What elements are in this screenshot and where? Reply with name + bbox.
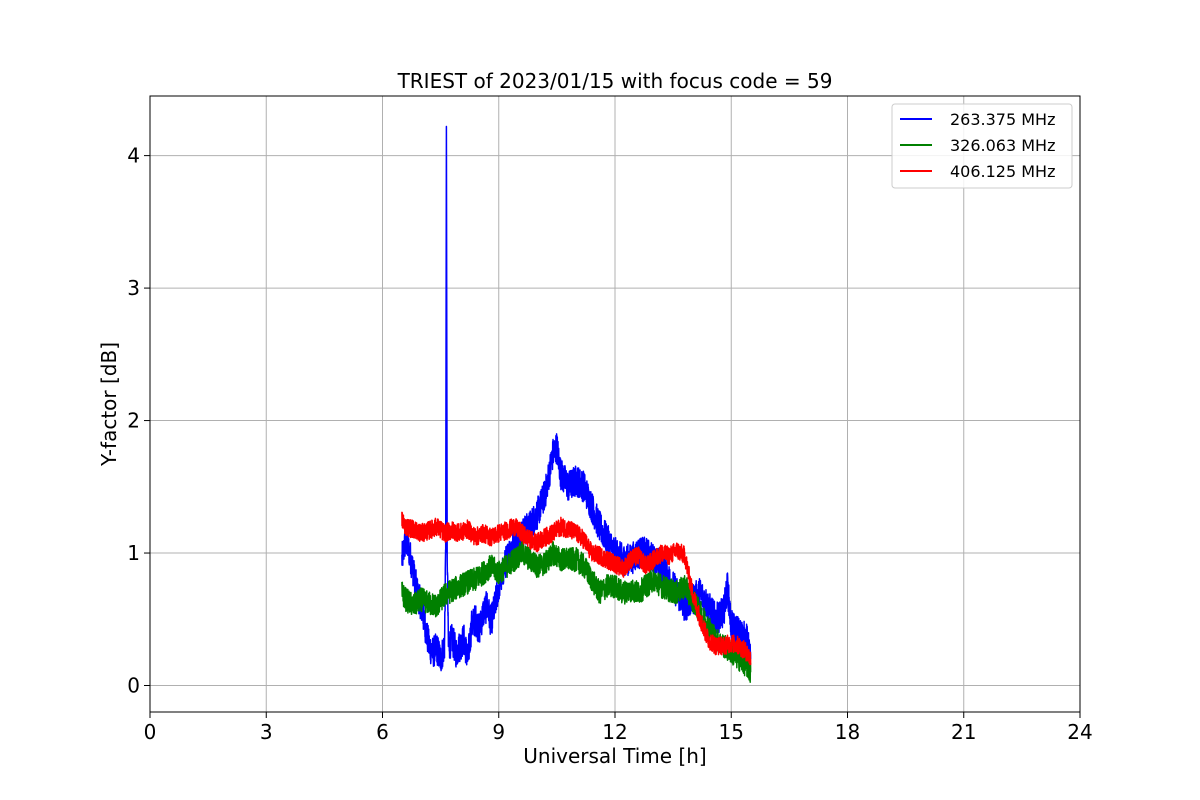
y-tick-label-4: 4 [127, 144, 140, 168]
x-axis-label: Universal Time [h] [523, 744, 706, 768]
x-tick-label-8: 24 [1067, 720, 1092, 744]
y-tick-label-0: 0 [127, 674, 140, 698]
x-tick-label-4: 12 [602, 720, 627, 744]
y-tick-label-2: 2 [127, 409, 140, 433]
x-tick-label-2: 6 [376, 720, 389, 744]
y-tick-label-1: 1 [127, 541, 140, 565]
legend: 263.375 MHz 326.063 MHz 406.125 MHz [891, 103, 1073, 189]
legend-label-2: 406.125 MHz [950, 162, 1055, 181]
y-tick-label-3: 3 [127, 276, 140, 300]
legend-label-1: 326.063 MHz [950, 136, 1055, 155]
x-tick-label-1: 3 [260, 720, 273, 744]
legend-label-0: 263.375 MHz [950, 110, 1055, 129]
y-axis-label: Y-factor [dB] [97, 342, 121, 467]
x-tick-label-6: 18 [835, 720, 860, 744]
x-tick-label-0: 0 [144, 720, 157, 744]
x-tick-label-5: 15 [719, 720, 744, 744]
chart-title: TRIEST of 2023/01/15 with focus code = 5… [397, 69, 833, 93]
x-tick-label-3: 9 [492, 720, 505, 744]
series-layer [401, 125, 752, 683]
series-line-2 [401, 511, 752, 666]
x-tick-label-7: 21 [951, 720, 976, 744]
legend-box [891, 103, 1073, 189]
